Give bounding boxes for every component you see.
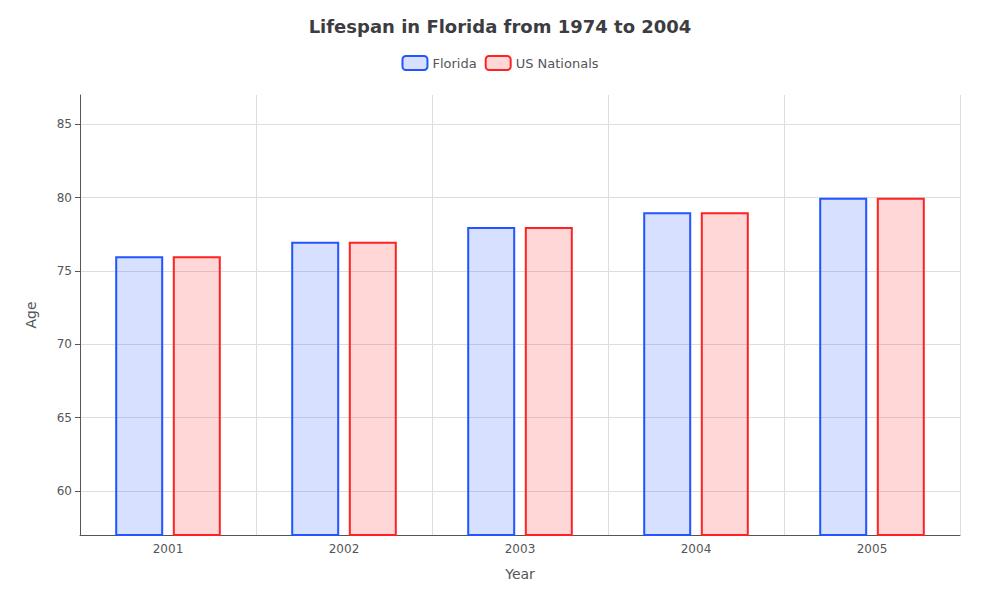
svg-text:65: 65 bbox=[57, 411, 72, 425]
svg-text:Age: Age bbox=[23, 301, 39, 328]
svg-text:US Nationals: US Nationals bbox=[516, 56, 599, 71]
svg-text:2001: 2001 bbox=[153, 542, 184, 556]
svg-text:Florida: Florida bbox=[432, 56, 476, 71]
svg-text:75: 75 bbox=[57, 264, 72, 278]
svg-text:2003: 2003 bbox=[505, 542, 536, 556]
svg-text:2005: 2005 bbox=[857, 542, 888, 556]
svg-text:85: 85 bbox=[57, 117, 72, 131]
svg-text:80: 80 bbox=[57, 191, 72, 205]
svg-text:2004: 2004 bbox=[681, 542, 712, 556]
svg-text:2002: 2002 bbox=[329, 542, 360, 556]
svg-text:60: 60 bbox=[57, 484, 72, 498]
svg-text:70: 70 bbox=[57, 337, 72, 351]
svg-text:Lifespan in Florida from 1974: Lifespan in Florida from 1974 to 2004 bbox=[309, 16, 692, 37]
svg-text:Year: Year bbox=[504, 566, 535, 582]
